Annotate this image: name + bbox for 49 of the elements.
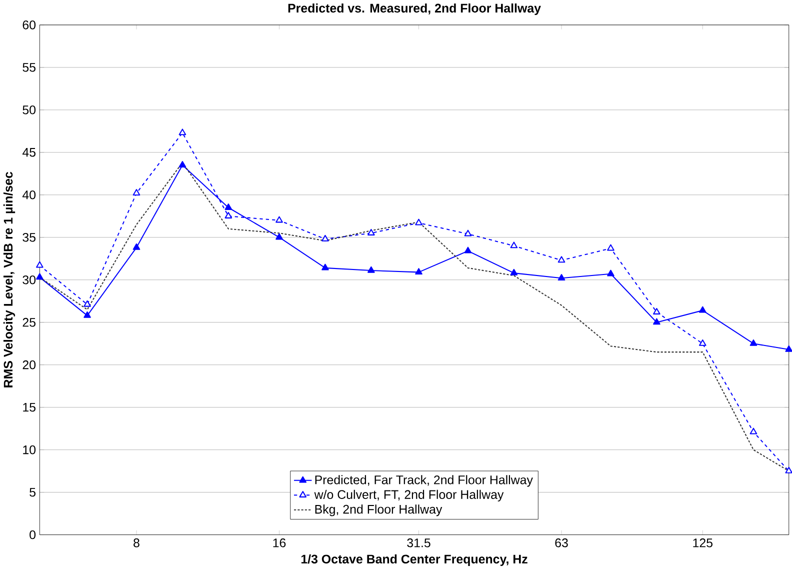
legend-label: Bkg, 2nd Floor Hallway: [315, 504, 442, 516]
y-tick-label: 0: [30, 530, 36, 539]
point: [84, 311, 91, 318]
point: [224, 203, 232, 210]
point: [322, 234, 329, 242]
x-axis-title: 1/3 Octave Band Center Frequency, Hz: [301, 554, 528, 566]
point: [558, 274, 566, 280]
point: [224, 212, 232, 218]
x-tick-label: 125: [693, 538, 712, 548]
point: [368, 266, 375, 273]
y-tick-label: 30: [22, 275, 36, 284]
point: [464, 246, 472, 254]
point: [36, 272, 44, 280]
x-tick-label: 16: [273, 538, 286, 548]
point: [510, 242, 518, 248]
point: [464, 230, 472, 236]
y-tick-label: 45: [22, 148, 36, 157]
point: [178, 160, 186, 168]
x-tick-label: 31.5: [407, 538, 430, 548]
legend-label: Predicted, Far Track, 2nd Floor Hallway: [315, 474, 533, 487]
point: [698, 339, 706, 346]
point: [132, 188, 140, 196]
point: [368, 228, 375, 236]
point: [84, 300, 91, 307]
point: [510, 268, 518, 276]
point: [132, 243, 140, 250]
point: [653, 308, 660, 314]
y-tick-label: 40: [22, 190, 36, 200]
point: [653, 318, 660, 324]
point: [558, 256, 566, 262]
point: [698, 306, 706, 313]
y-tick-label: 35: [22, 232, 36, 242]
chart-title: Predicted vs. Measured, 2nd Floor Hallway: [288, 3, 541, 15]
legend-label: w/o Culvert, FT, 2nd Floor Hallway: [314, 490, 504, 502]
y-tick-label: 5: [30, 488, 36, 496]
point: [178, 128, 186, 135]
point: [415, 218, 422, 226]
y-tick-label: 15: [23, 402, 36, 412]
y-tick-label: 60: [22, 20, 36, 30]
x-tick-label: 63: [555, 538, 568, 548]
y-tick-label: 10: [23, 445, 36, 454]
y-tick-label: 55: [22, 62, 36, 72]
y-tick-label: 20: [22, 360, 36, 370]
point: [322, 264, 329, 270]
y-axis-title: RMS Velocity Level, VdB re 1 µin/sec: [3, 172, 16, 388]
y-tick-label: 25: [22, 318, 36, 327]
y-tick-label: 50: [22, 105, 36, 114]
x-tick-label: 8: [134, 538, 140, 548]
point: [415, 268, 422, 274]
